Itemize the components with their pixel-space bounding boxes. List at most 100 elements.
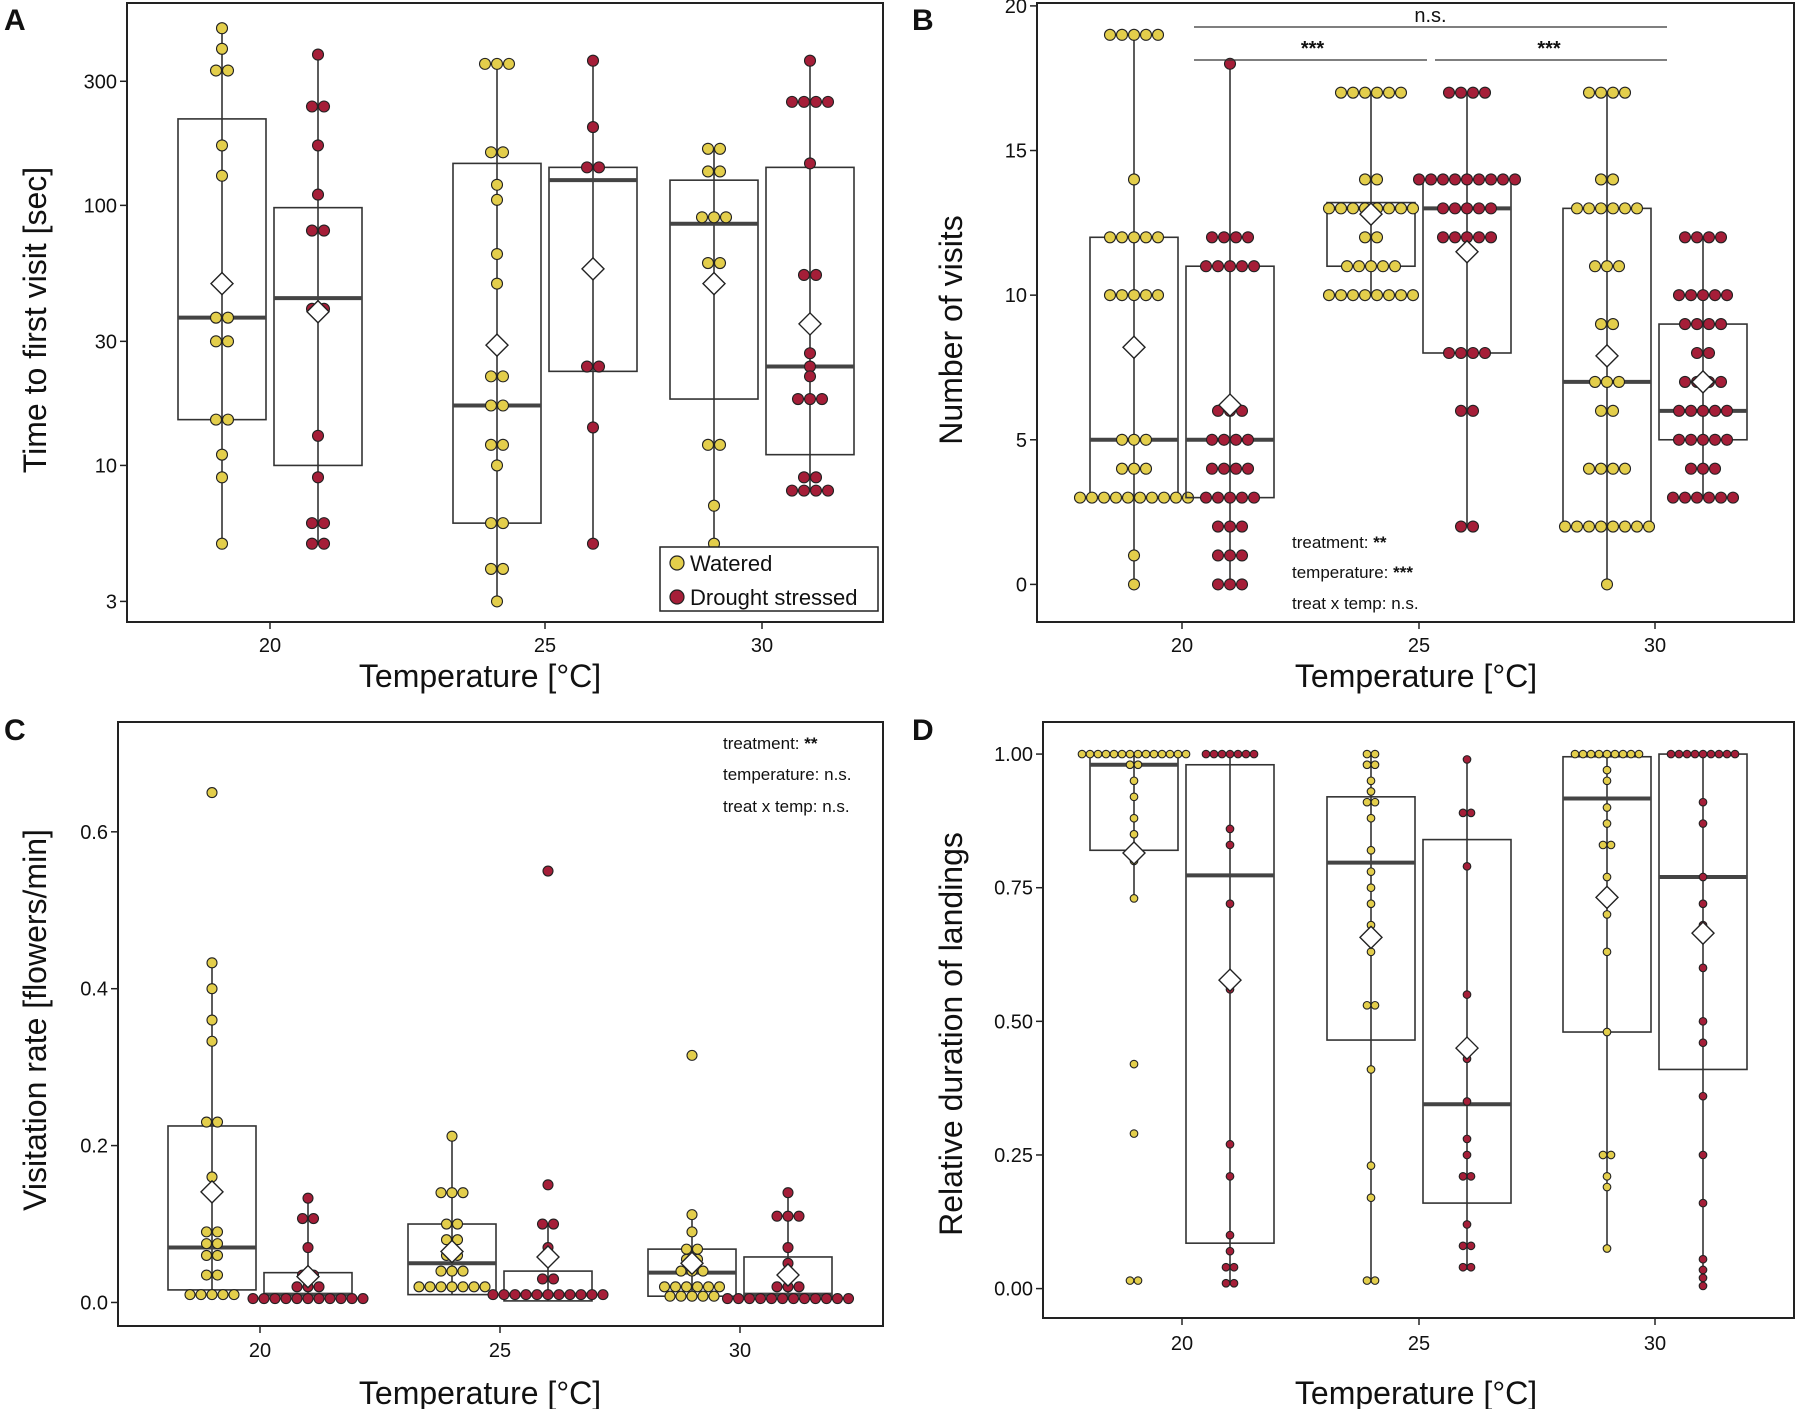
data-point	[1678, 375, 1692, 388]
data-point	[1602, 1027, 1612, 1037]
data-point	[1362, 760, 1372, 770]
data-point	[1225, 840, 1235, 850]
data-point	[1225, 899, 1235, 909]
legend-box	[659, 546, 879, 612]
data-point	[713, 142, 727, 155]
data-point	[1626, 749, 1636, 759]
data-point	[719, 211, 733, 224]
data-point	[686, 1209, 698, 1221]
mean-diamond	[485, 333, 509, 358]
data-point	[1612, 375, 1626, 388]
data-point	[1364, 260, 1378, 273]
data-point	[1602, 749, 1612, 759]
stat-label: treatment:	[1292, 533, 1369, 552]
data-point	[1698, 899, 1708, 909]
data-point	[1151, 28, 1165, 41]
data-point	[440, 1218, 453, 1230]
data-point	[586, 421, 600, 434]
data-point	[1612, 260, 1626, 273]
data-point	[536, 1273, 549, 1285]
data-point	[842, 1292, 855, 1305]
data-point	[1199, 260, 1213, 273]
panel-c: C 0.0 0.2 0.4 0.6 20 25 30 Visitation rate [fl…	[4, 714, 884, 1409]
data-point	[487, 1289, 499, 1301]
data-point	[1127, 462, 1141, 475]
data-point	[200, 1249, 213, 1261]
panel-c-stat-treatment: treatment: **	[723, 734, 818, 753]
data-point	[200, 1238, 213, 1250]
panel-d-x-axis-label: Temperature [°C]	[1295, 1375, 1537, 1409]
mean-diamond	[1691, 369, 1715, 394]
significance-label: ***	[1301, 38, 1325, 60]
data-point	[446, 1130, 458, 1142]
data-point	[809, 95, 823, 108]
data-point	[1606, 520, 1620, 533]
data-point	[1217, 749, 1227, 759]
data-point	[1666, 491, 1680, 504]
data-point	[1708, 289, 1722, 302]
data-point	[221, 335, 235, 348]
data-point	[1598, 1150, 1608, 1160]
data-point	[1618, 86, 1632, 99]
data-point	[1466, 346, 1480, 360]
data-point	[765, 1292, 778, 1305]
data-point	[1127, 578, 1141, 591]
data-point	[1466, 86, 1480, 99]
data-point	[1247, 491, 1261, 504]
data-point	[701, 257, 715, 270]
data-point	[1346, 289, 1360, 302]
data-point	[1334, 289, 1348, 302]
box	[1185, 763, 1275, 1244]
data-point	[1484, 173, 1498, 186]
data-point	[484, 517, 498, 530]
data-point	[1129, 792, 1139, 802]
data-point	[1462, 1150, 1472, 1160]
data-point	[1582, 202, 1596, 215]
data-point	[457, 1281, 469, 1293]
data-point	[1366, 899, 1376, 909]
data-point	[782, 1187, 794, 1199]
data-point	[1706, 749, 1716, 759]
stat-label: treat x temp:	[1292, 594, 1386, 613]
panel-b: B 0 5 10 15 20 20 25 30 n.s. *** *** Number of vis…	[912, 0, 1795, 694]
data-point	[1115, 433, 1129, 446]
data-point	[1690, 346, 1704, 360]
data-point	[1462, 755, 1472, 764]
data-point	[586, 537, 600, 550]
data-point	[1442, 86, 1456, 99]
data-point	[1698, 1273, 1708, 1283]
data-point	[680, 1243, 693, 1255]
data-point	[269, 1292, 281, 1305]
legend-watered-label: Watered	[690, 551, 772, 576]
panel-b-stat-treatment: treatment: **	[1292, 533, 1387, 552]
data-point	[771, 1210, 783, 1222]
data-point	[490, 178, 504, 191]
data-point	[211, 1269, 224, 1281]
data-point	[1462, 990, 1472, 999]
panel-b-stat-interaction: treat x temp: n.s.	[1292, 594, 1419, 613]
data-point	[1229, 1278, 1239, 1288]
data-point	[1720, 404, 1734, 417]
data-point	[1149, 749, 1159, 759]
data-point	[424, 1281, 436, 1293]
panel-c-y-axis-label: Visitation rate [flowers/min]	[17, 829, 53, 1211]
data-point	[509, 1289, 521, 1301]
data-point	[1588, 375, 1602, 388]
data-point	[1460, 202, 1474, 215]
panel-c-stat-interaction: treat x temp: n.s.	[723, 797, 850, 816]
data-point	[1472, 202, 1486, 215]
data-point	[1233, 749, 1243, 759]
data-point	[490, 193, 504, 206]
data-point	[206, 957, 218, 969]
data-point	[1618, 202, 1632, 215]
data-point	[1366, 845, 1376, 855]
data-point	[547, 1218, 560, 1230]
data-point	[713, 1281, 726, 1293]
data-point	[451, 1218, 464, 1230]
mean-diamond	[536, 1244, 560, 1269]
data-point	[1478, 346, 1492, 360]
data-point	[221, 413, 235, 426]
y-tick-label: 20	[1005, 0, 1027, 18]
data-point	[1708, 462, 1722, 475]
